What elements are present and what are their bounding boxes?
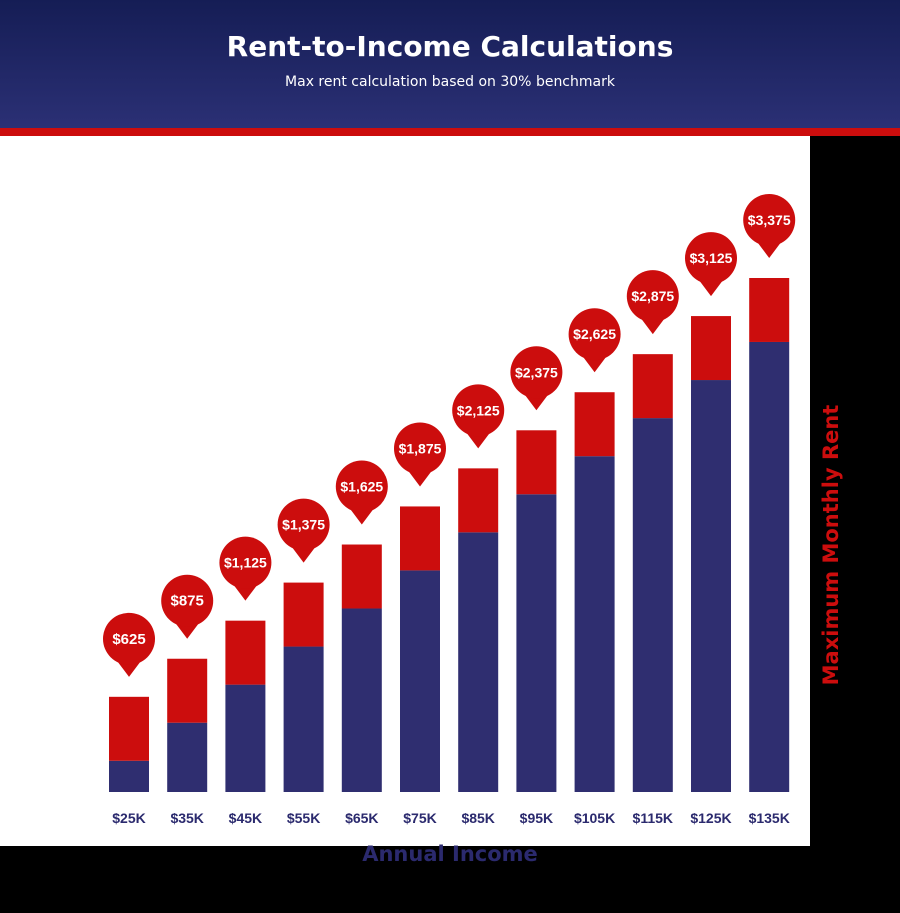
x-tick-label: $95K <box>520 810 553 826</box>
x-tick-label: $135K <box>749 810 790 826</box>
y-axis-label: Maximum Monthly Rent <box>819 404 843 686</box>
data-label: $2,625 <box>573 326 616 342</box>
bar-body <box>691 380 731 792</box>
value-pin <box>685 232 737 285</box>
x-tick-label: $115K <box>633 810 673 826</box>
bar-top-band <box>400 506 440 571</box>
data-label: $3,375 <box>748 212 791 228</box>
x-tick-label: $25K <box>112 810 145 826</box>
x-axis-label: Annual Income <box>362 842 538 866</box>
value-pin-pointer <box>291 546 316 563</box>
value-pin-pointer <box>466 432 491 449</box>
data-label: $3,125 <box>690 250 733 266</box>
data-label: $625 <box>112 631 145 648</box>
bar-body <box>458 532 499 792</box>
data-label: $1,125 <box>224 555 267 571</box>
x-tick-label: $35K <box>170 810 203 826</box>
x-tick-label: $55K <box>287 810 320 826</box>
value-pin-pointer <box>582 356 607 373</box>
bar-body <box>749 341 790 792</box>
value-pin-pointer <box>699 280 723 297</box>
value-pin-pointer <box>757 242 782 258</box>
data-label: $1,375 <box>282 517 325 533</box>
chart-title: Rent-to-Income Calculations <box>226 30 674 63</box>
bar-body <box>283 646 324 792</box>
bar-body <box>400 570 440 792</box>
data-label: $1,625 <box>340 479 383 495</box>
bar-body <box>225 684 266 792</box>
value-pin <box>219 536 272 589</box>
value-pin <box>743 194 796 246</box>
x-tick-label: $45K <box>229 810 262 826</box>
x-tick-label: $105K <box>574 810 615 826</box>
bar-top-band <box>574 392 615 457</box>
data-label: $2,875 <box>631 288 674 304</box>
bar-top-band <box>109 696 149 761</box>
value-pin-pointer <box>175 622 200 639</box>
bar-top-band <box>167 658 208 723</box>
bar-top-band <box>458 468 499 533</box>
value-pin-pointer <box>524 394 549 411</box>
value-pin <box>568 308 621 361</box>
chart-subtitle: Max rent calculation based on 30% benchm… <box>285 74 615 90</box>
value-pin-pointer <box>349 508 374 525</box>
bar-body <box>341 608 382 792</box>
bar-body <box>632 418 673 792</box>
data-label: $2,375 <box>515 364 558 380</box>
bar-top-band <box>283 582 324 647</box>
value-pin <box>277 498 330 551</box>
data-label: $2,125 <box>457 402 500 418</box>
value-pin <box>335 460 388 513</box>
chart-header <box>0 0 900 128</box>
value-pin-pointer <box>117 660 141 677</box>
data-label: $875 <box>171 593 204 610</box>
x-tick-label: $75K <box>403 810 436 826</box>
bar-top-band <box>749 278 790 342</box>
bar-top-band <box>632 354 673 419</box>
value-pin-pointer <box>640 318 665 335</box>
header-accent-stripe <box>0 128 900 136</box>
bar-top-band <box>691 316 731 381</box>
value-pin <box>103 612 155 665</box>
value-pin-pointer <box>233 584 258 601</box>
value-pin <box>510 346 563 399</box>
bar-body <box>167 722 208 792</box>
bar-top-band <box>341 544 382 609</box>
bar-top-band <box>516 430 557 495</box>
x-tick-label: $125K <box>690 810 731 826</box>
value-pin-pointer <box>408 470 432 487</box>
value-pin <box>161 574 214 627</box>
value-pin <box>452 384 505 437</box>
bar-body <box>574 456 615 792</box>
bar-body <box>109 760 149 792</box>
value-pin <box>626 270 679 323</box>
bar-top-band <box>225 620 266 685</box>
x-tick-label: $65K <box>345 810 378 826</box>
bar-body <box>516 494 557 792</box>
x-tick-label: $85K <box>461 810 494 826</box>
value-pin <box>394 422 446 475</box>
data-label: $1,875 <box>399 440 442 456</box>
